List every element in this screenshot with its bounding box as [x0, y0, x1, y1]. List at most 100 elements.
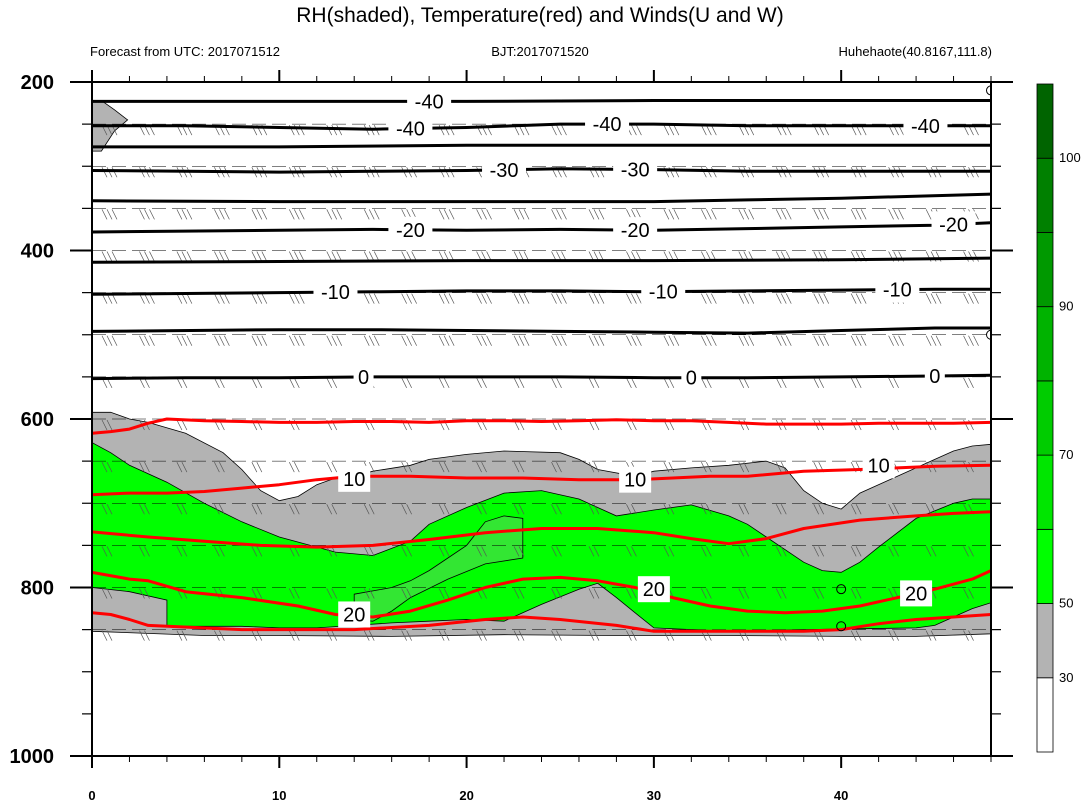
wind-barb: [476, 504, 487, 515]
wind-barb: [1001, 252, 1016, 262]
wind-barb: [626, 630, 637, 641]
wind-barb: [251, 588, 263, 599]
wind-barb: [925, 504, 937, 515]
wind-barb: [588, 461, 600, 473]
wind-barb: [363, 504, 375, 515]
wind-barb: [925, 293, 942, 304]
wind-barb: [775, 209, 792, 220]
wind-barb: [738, 546, 750, 557]
wind-barb: [401, 546, 412, 557]
wind-barb: [1001, 546, 1011, 556]
wind-barb: [176, 251, 193, 262]
colorbar-swatch: [1036, 232, 1054, 308]
wind-barb: [1001, 125, 1016, 135]
wind-barb: [139, 630, 150, 641]
wind-barb: [363, 546, 375, 557]
wind-barb: [401, 588, 412, 599]
wind-barb: [775, 461, 787, 473]
wind-barb: [925, 630, 937, 641]
wind-barb: [214, 461, 225, 473]
wind-barb: [288, 209, 305, 220]
wind-barb: [176, 377, 188, 389]
contour-label-r0c: 10: [868, 455, 890, 477]
wind-barb: [214, 630, 225, 641]
wind-barb: [326, 124, 343, 136]
wind-barb: [1001, 631, 1011, 641]
wind-barb: [438, 335, 455, 346]
wind-barb: [1001, 378, 1011, 388]
calm-circle-0: [836, 584, 847, 595]
wind-barb: [251, 377, 263, 389]
contour-label-bg: [875, 276, 920, 303]
black-contour-4: [92, 192, 991, 204]
calm-circle-1: [836, 621, 847, 632]
x-tick-label: 40: [834, 788, 848, 803]
y-tick-label: 400: [21, 241, 54, 263]
wind-barb: [101, 504, 113, 515]
contour-label-r0b: 10: [624, 470, 646, 492]
contour-labels: -40 -40 -40 -40 -30 -30 -20 -20 -20 -10 -10 -10 0 0 0 1…: [313, 88, 976, 628]
wind-barb: [251, 546, 263, 557]
wind-barb: [663, 377, 675, 389]
wind-barb: [513, 209, 530, 220]
colorbar-swatch: [1036, 306, 1054, 382]
red-contour-2: [92, 569, 991, 619]
wind-barb: [176, 209, 193, 220]
wind-barb: [176, 335, 193, 346]
y-tick-label: 1000: [10, 746, 55, 768]
wind-barb: [326, 588, 338, 599]
wind-barb: [101, 335, 118, 346]
contour-label-r2: 20: [343, 604, 365, 626]
wind-barb: [214, 293, 230, 304]
wind-barb: [850, 293, 867, 304]
chart-title: RH(shaded), Temperature(red) and Winds(U…: [296, 4, 783, 27]
contour-label-k9-2: 0: [929, 366, 940, 388]
wind-barb: [438, 588, 450, 599]
wind-barb: [513, 546, 525, 557]
rh-shading: [92, 100, 991, 637]
wind-barb: [963, 630, 974, 641]
wind-barb: [476, 461, 487, 473]
wind-barb: [401, 335, 417, 346]
wind-barb: [850, 588, 862, 599]
y-tick-label: 800: [21, 578, 54, 600]
wind-barb: [588, 546, 600, 557]
wind-barb: [251, 251, 268, 262]
wind-barb: [513, 293, 530, 304]
colorbar-swatch: [1036, 603, 1054, 679]
wind-barb: [626, 546, 637, 557]
wind-barb: [438, 504, 450, 515]
black-contour-9: [92, 373, 991, 381]
black-contour-8: [92, 326, 991, 335]
contour-label-bg: [903, 112, 948, 139]
wind-barb: [1001, 209, 1016, 219]
wind-barb: [925, 419, 937, 431]
wind-barb: [1001, 589, 1011, 599]
colorbar-swatch: [1036, 677, 1054, 753]
wind-barb: [888, 504, 899, 515]
wind-barb: [326, 504, 338, 515]
wind-barb: [738, 504, 750, 515]
wind-barb: [663, 335, 680, 346]
wind-barb: [288, 546, 300, 557]
wind-barb: [438, 377, 450, 389]
wind-barb: [738, 209, 755, 220]
wind-barb: [813, 377, 825, 389]
wind-barb: [588, 588, 600, 599]
contour-label-bg: [482, 156, 527, 183]
wind-barb: [813, 588, 825, 599]
wind-barb: [101, 461, 113, 473]
wind-barb: [850, 504, 862, 515]
contour-label-bg: [900, 580, 933, 607]
y-tick-label: 200: [21, 72, 54, 94]
wind-barb: [363, 335, 380, 346]
wind-barb: [476, 335, 492, 346]
black-contour-3: [92, 167, 991, 174]
contour-label-k7-2: -10: [883, 280, 912, 302]
contour-label-bg: [407, 88, 452, 115]
wind-barb: [101, 546, 113, 557]
wind-barb: [963, 293, 979, 304]
wind-barb: [288, 251, 305, 262]
contour-label-bg: [637, 576, 670, 603]
wind-barb: [551, 335, 567, 346]
